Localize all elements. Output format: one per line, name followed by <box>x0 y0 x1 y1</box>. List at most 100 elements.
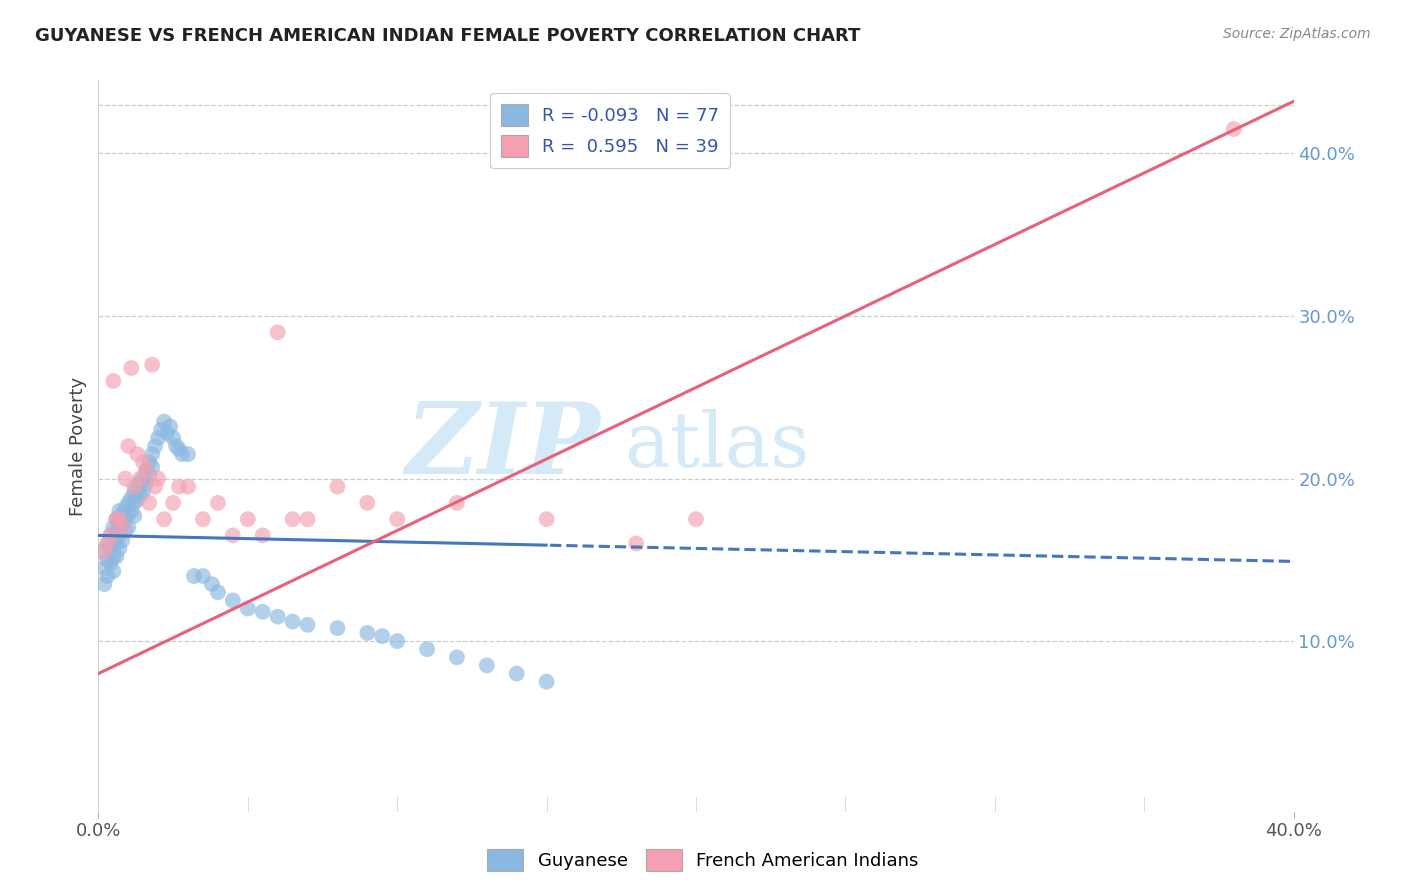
Point <box>150 423 173 437</box>
Point <box>172 447 194 461</box>
Point <box>127 492 149 507</box>
Point <box>111 533 134 548</box>
Point <box>129 475 152 489</box>
Point <box>117 439 139 453</box>
Point <box>297 512 319 526</box>
Point <box>201 577 224 591</box>
Text: ZIP: ZIP <box>405 398 600 494</box>
Point <box>103 549 125 564</box>
Point <box>162 496 184 510</box>
Point <box>416 642 439 657</box>
Point <box>252 528 274 542</box>
Point <box>446 650 468 665</box>
Point <box>108 528 131 542</box>
Point <box>105 512 128 526</box>
Point <box>105 512 128 526</box>
Point <box>167 442 190 457</box>
Point <box>536 512 558 526</box>
Point <box>191 512 214 526</box>
Text: atlas: atlas <box>624 409 810 483</box>
Point <box>124 480 146 494</box>
Point <box>297 617 319 632</box>
Point <box>148 431 170 445</box>
Point <box>626 536 648 550</box>
Point <box>108 541 131 556</box>
Point <box>356 626 378 640</box>
Point <box>138 496 160 510</box>
Point <box>111 508 134 522</box>
Point <box>114 471 136 485</box>
Point <box>153 415 176 429</box>
Point <box>129 471 152 485</box>
Point <box>281 512 304 526</box>
Legend: Guyanese, French American Indians: Guyanese, French American Indians <box>479 842 927 879</box>
Point <box>143 480 166 494</box>
Point <box>385 634 409 648</box>
Point <box>222 528 245 542</box>
Point <box>236 601 259 615</box>
Point <box>236 512 259 526</box>
Point <box>114 524 136 538</box>
Point <box>96 553 118 567</box>
Point <box>132 484 155 499</box>
Point <box>111 520 134 534</box>
Point <box>98 540 122 554</box>
Point <box>685 512 707 526</box>
Point <box>177 480 200 494</box>
Point <box>536 674 558 689</box>
Point <box>93 561 115 575</box>
Text: Source: ZipAtlas.com: Source: ZipAtlas.com <box>1223 27 1371 41</box>
Point <box>103 533 125 548</box>
Point <box>167 480 190 494</box>
Point <box>103 374 125 388</box>
Point <box>143 439 166 453</box>
Point <box>506 666 529 681</box>
Point <box>153 512 176 526</box>
Point <box>267 325 290 339</box>
Point <box>93 577 115 591</box>
Point <box>114 512 136 526</box>
Point <box>120 361 142 376</box>
Point <box>281 615 304 629</box>
Point <box>141 460 163 475</box>
Point <box>105 536 128 550</box>
Point <box>207 585 229 599</box>
Point <box>114 500 136 515</box>
Point <box>252 605 274 619</box>
Point <box>96 536 118 550</box>
Point <box>135 463 157 477</box>
Point <box>103 564 125 578</box>
Point <box>326 621 349 635</box>
Point <box>446 496 468 510</box>
Point <box>148 471 170 485</box>
Point <box>105 549 128 564</box>
Point <box>98 556 122 570</box>
Point <box>385 512 409 526</box>
Point <box>135 463 157 477</box>
Point <box>124 508 146 523</box>
Legend: R = -0.093   N = 77, R =  0.595   N = 39: R = -0.093 N = 77, R = 0.595 N = 39 <box>489 93 730 168</box>
Point <box>96 569 118 583</box>
Point <box>183 569 205 583</box>
Point <box>90 544 112 558</box>
Point <box>132 455 155 469</box>
Point <box>124 484 146 499</box>
Point <box>108 512 131 526</box>
Point <box>127 447 149 461</box>
Point <box>222 593 245 607</box>
Point <box>267 609 290 624</box>
Point <box>356 496 378 510</box>
Point <box>132 471 155 485</box>
Point <box>127 480 149 494</box>
Point <box>135 476 157 491</box>
Point <box>138 455 160 469</box>
Text: GUYANESE VS FRENCH AMERICAN INDIAN FEMALE POVERTY CORRELATION CHART: GUYANESE VS FRENCH AMERICAN INDIAN FEMAL… <box>35 27 860 45</box>
Point <box>177 447 200 461</box>
Point <box>141 447 163 461</box>
Point <box>371 629 394 643</box>
Point <box>1223 122 1246 136</box>
Point <box>129 488 152 502</box>
Point <box>111 520 134 534</box>
Point <box>117 520 139 534</box>
Point <box>159 419 181 434</box>
